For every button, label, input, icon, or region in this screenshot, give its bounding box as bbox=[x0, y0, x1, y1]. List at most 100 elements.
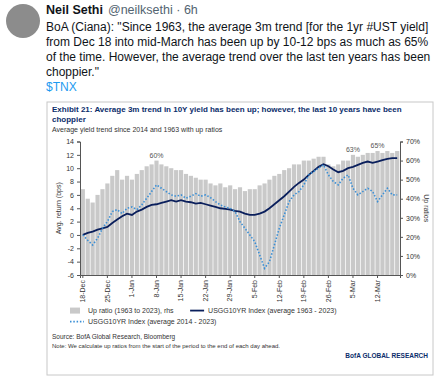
bar bbox=[233, 189, 237, 275]
tick: 26-Feb bbox=[325, 275, 332, 302]
tick-label: 5-Mar bbox=[349, 279, 356, 298]
tick: -4 bbox=[68, 258, 80, 265]
tick-mark bbox=[230, 275, 231, 278]
tick: -6 bbox=[68, 272, 80, 279]
legend-item: USGG10YR Index (average 2014 - 2023) bbox=[70, 318, 216, 326]
bar bbox=[110, 176, 114, 275]
tick-mark bbox=[77, 222, 80, 223]
tick-mark bbox=[131, 275, 132, 278]
bar bbox=[95, 195, 99, 275]
legend-item: Up ratio (1963 to 2023), rhs bbox=[70, 307, 174, 315]
tick-mark bbox=[77, 142, 80, 143]
tick: 8-Jan bbox=[153, 275, 160, 298]
avatar bbox=[6, 4, 40, 38]
tick-label: 14 bbox=[66, 138, 74, 145]
tick: 12 bbox=[66, 152, 80, 159]
tick-label: 10 bbox=[66, 165, 74, 172]
bar bbox=[312, 159, 316, 275]
legend-swatch bbox=[190, 310, 204, 312]
bar bbox=[336, 164, 340, 275]
tick-label: 15-Jan bbox=[177, 280, 184, 302]
bar bbox=[390, 153, 394, 275]
tick-label: 29-Jan bbox=[226, 280, 233, 302]
bar bbox=[371, 153, 375, 275]
tick: 10% bbox=[400, 253, 420, 260]
bar bbox=[120, 180, 124, 275]
bar bbox=[317, 157, 321, 275]
tick: 12-Mar bbox=[374, 275, 381, 302]
tick: -2 bbox=[68, 245, 80, 252]
tick-label: 5-Feb bbox=[251, 280, 258, 298]
bar bbox=[164, 166, 168, 275]
bar bbox=[91, 203, 95, 275]
tick-label: 2 bbox=[70, 218, 74, 225]
tick-label: 12-Mar bbox=[374, 279, 381, 302]
bar bbox=[380, 153, 384, 275]
tick-label: 50% bbox=[406, 176, 420, 183]
bar bbox=[277, 174, 281, 275]
bar bbox=[223, 187, 227, 275]
bar bbox=[135, 174, 139, 275]
tick-mark bbox=[181, 275, 182, 278]
tick-label: -2 bbox=[68, 245, 74, 252]
note: Note: We calculate up ratios from the st… bbox=[52, 343, 280, 349]
legend-label: USGG10YR Index (average 2014 - 2023) bbox=[88, 318, 216, 326]
tick: 29-Jan bbox=[226, 275, 233, 301]
bar bbox=[213, 185, 217, 275]
bar bbox=[125, 176, 129, 275]
legend-label: Up ratio (1963 to 2023), rhs bbox=[88, 307, 174, 315]
bar bbox=[361, 155, 365, 275]
legend-swatch bbox=[70, 321, 84, 323]
bar bbox=[204, 180, 208, 275]
tick-mark bbox=[82, 275, 83, 278]
tick-label: 0 bbox=[70, 232, 74, 239]
axis-line bbox=[401, 142, 404, 276]
tick: 8 bbox=[70, 178, 80, 185]
tick-mark bbox=[400, 161, 403, 162]
tick-mark bbox=[400, 256, 403, 257]
author-name: Neil Sethi bbox=[46, 3, 103, 17]
tweet-text: BoA (Ciana): "Since 1963, the average 3m… bbox=[46, 20, 432, 80]
y2-axis-title: Up ratios bbox=[422, 194, 430, 223]
bar bbox=[282, 170, 286, 275]
bar bbox=[385, 151, 389, 275]
tick-mark bbox=[205, 275, 206, 278]
bar bbox=[150, 164, 154, 275]
tick-label: 18-Dec bbox=[79, 280, 86, 303]
tick: 70% bbox=[400, 138, 420, 145]
chart-frame bbox=[47, 102, 433, 375]
tick: 10 bbox=[66, 165, 80, 172]
bar bbox=[86, 199, 90, 275]
bar bbox=[228, 185, 232, 275]
bar bbox=[100, 189, 104, 275]
tick: 5-Mar bbox=[349, 275, 356, 298]
tick-mark bbox=[77, 275, 80, 276]
tick-label: 20% bbox=[406, 234, 420, 241]
legend-item: USGG10YR Index (average 1963 - 2023) bbox=[190, 307, 336, 315]
tick-label: 1-Jan bbox=[128, 280, 135, 298]
bar bbox=[179, 170, 183, 275]
tick-mark bbox=[77, 168, 80, 169]
tick-label: 10% bbox=[406, 253, 420, 260]
bar bbox=[105, 183, 109, 275]
tick-mark bbox=[400, 237, 403, 238]
bar bbox=[218, 183, 222, 275]
legend-label: USGG10YR Index (average 1963 - 2023) bbox=[208, 307, 336, 315]
bar bbox=[366, 153, 370, 275]
annotation: 63% bbox=[346, 146, 360, 153]
tick-label: 8-Jan bbox=[153, 280, 160, 298]
tick-mark bbox=[77, 208, 80, 209]
tweet-body: BoA (Ciana): "Since 1963, the average 3m… bbox=[46, 20, 432, 95]
tick: 30% bbox=[400, 215, 420, 222]
tick: 50% bbox=[400, 176, 420, 183]
tick-label: 22-Jan bbox=[202, 280, 209, 302]
tick: 14 bbox=[66, 138, 80, 145]
bar bbox=[81, 189, 85, 275]
tick-label: -4 bbox=[68, 258, 74, 265]
author-handle: @neilksethi · 6h bbox=[108, 3, 198, 17]
tick-mark bbox=[328, 275, 329, 278]
bar bbox=[169, 168, 173, 275]
bar bbox=[243, 191, 247, 275]
logo: BofA GLOBAL RESEARCH bbox=[345, 352, 428, 359]
tick-mark bbox=[77, 248, 80, 249]
